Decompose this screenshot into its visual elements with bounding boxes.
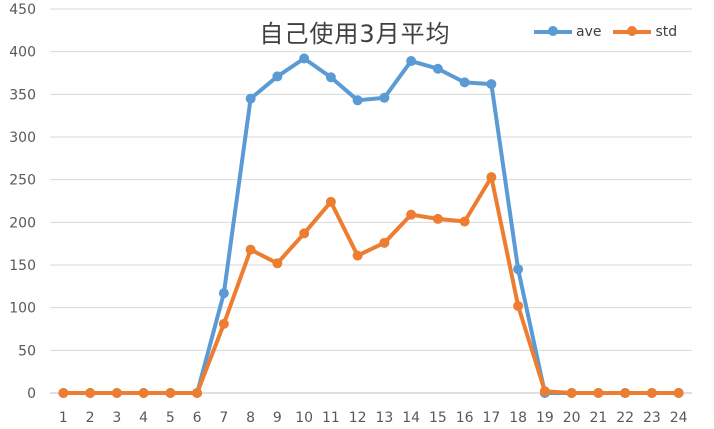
y-tick-label: 200 xyxy=(9,215,36,231)
data-point-ave xyxy=(299,53,310,64)
y-tick-label: 50 xyxy=(18,343,36,359)
legend-swatch-std xyxy=(613,26,652,36)
x-tick-label: 3 xyxy=(112,410,121,426)
y-tick-label: 250 xyxy=(9,173,36,189)
x-tick-label: 15 xyxy=(429,410,447,426)
data-point-std xyxy=(272,258,283,269)
y-tick-label: 350 xyxy=(9,87,36,103)
data-point-std xyxy=(299,228,310,239)
data-point-std xyxy=(513,300,524,311)
data-point-std xyxy=(566,388,577,398)
y-tick-label: 150 xyxy=(9,258,36,274)
x-tick-label: 2 xyxy=(86,410,95,426)
series-line-std xyxy=(63,175,679,395)
legend-item-std: std xyxy=(613,24,677,40)
x-tick-label: 14 xyxy=(402,410,420,426)
y-tick-label: 100 xyxy=(9,301,36,317)
data-point-ave xyxy=(272,71,283,82)
x-tick-label: 10 xyxy=(295,410,313,426)
data-point-ave xyxy=(325,72,336,83)
chart-title: 自己使用3月平均 xyxy=(259,20,451,48)
data-point-ave xyxy=(352,95,363,106)
x-tick-label: 17 xyxy=(482,410,500,426)
legend-label-ave: ave xyxy=(576,24,602,40)
data-point-std xyxy=(58,388,69,398)
x-tick-label: 19 xyxy=(536,410,554,426)
x-tick-label: 7 xyxy=(219,410,228,426)
data-point-ave xyxy=(513,264,524,275)
data-point-ave xyxy=(406,56,417,67)
series-line-ave xyxy=(63,56,679,395)
data-point-std xyxy=(620,388,631,398)
data-point-std xyxy=(218,318,229,329)
y-axis-ticks: 0 50 100 150 200 250 300 350 400 450 xyxy=(9,2,36,402)
legend: ave std xyxy=(534,22,689,42)
legend-label-std: std xyxy=(655,24,678,40)
data-point-std xyxy=(406,209,417,220)
data-point-std xyxy=(165,388,176,398)
legend-swatch-ave xyxy=(534,26,572,36)
x-tick-label: 22 xyxy=(616,410,634,426)
y-tick-label: 400 xyxy=(9,45,36,61)
data-point-std xyxy=(85,388,96,398)
data-point-ave xyxy=(432,63,443,74)
legend-item-ave: ave xyxy=(534,24,601,40)
x-tick-label: 8 xyxy=(246,410,255,426)
data-point-ave xyxy=(218,288,229,299)
data-point-std xyxy=(673,388,684,398)
data-point-ave xyxy=(459,77,470,88)
series-group xyxy=(58,53,684,398)
y-tick-label: 450 xyxy=(9,2,36,18)
data-point-std xyxy=(192,388,203,398)
data-point-std xyxy=(459,216,470,227)
data-point-std xyxy=(486,172,497,183)
data-point-ave xyxy=(379,92,390,103)
x-tick-label: 1 xyxy=(59,410,68,426)
data-point-ave xyxy=(245,93,256,104)
x-tick-label: 16 xyxy=(456,410,474,426)
x-tick-label: 12 xyxy=(349,410,367,426)
x-tick-label: 5 xyxy=(166,410,175,426)
x-tick-label: 20 xyxy=(563,410,581,426)
x-tick-label: 24 xyxy=(670,410,688,426)
x-tick-label: 9 xyxy=(273,410,282,426)
y-tick-label: 0 xyxy=(27,386,36,402)
y-tick-label: 300 xyxy=(9,130,36,146)
x-tick-label: 18 xyxy=(509,410,527,426)
data-point-std xyxy=(539,386,550,397)
x-tick-label: 6 xyxy=(193,410,202,426)
data-point-std xyxy=(432,213,443,224)
x-axis-ticks: 1 2 3 4 5 6 7 8 9 10 11 12 13 14 15 16 17 18 19 20 21 22 23 24 xyxy=(59,410,688,426)
data-point-std xyxy=(352,250,363,261)
data-point-std xyxy=(379,237,390,248)
x-tick-label: 11 xyxy=(322,410,340,426)
data-point-std xyxy=(593,388,604,398)
data-point-ave xyxy=(486,79,497,90)
data-point-std xyxy=(138,388,149,398)
gridlines xyxy=(50,8,692,394)
x-tick-label: 21 xyxy=(589,410,607,426)
x-tick-label: 4 xyxy=(139,410,148,426)
x-tick-label: 23 xyxy=(643,410,661,426)
x-tick-label: 13 xyxy=(375,410,393,426)
data-point-std xyxy=(245,244,256,255)
data-point-std xyxy=(111,388,122,398)
data-point-std xyxy=(646,388,657,398)
data-point-std xyxy=(325,196,336,207)
